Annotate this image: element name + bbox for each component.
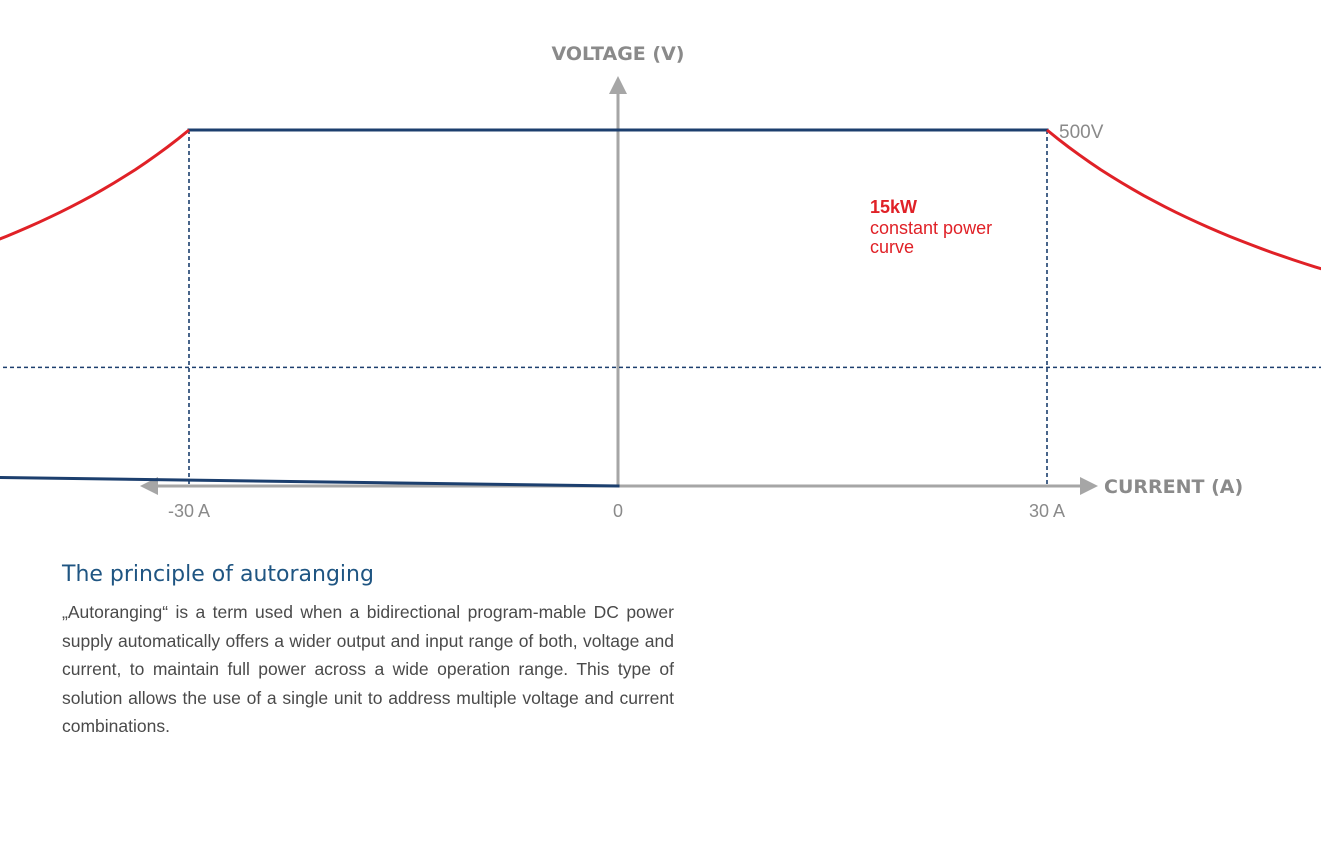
- power-label-title: 15kW: [870, 197, 917, 217]
- section-title: The principle of autoranging: [62, 562, 374, 587]
- y-axis-label: VOLTAGE (V): [552, 43, 685, 65]
- power-label-line: constant power: [870, 218, 992, 238]
- power-curve-left: [0, 128, 190, 241]
- x-tick-label: 30 A: [1029, 501, 1065, 521]
- y-marker-500v: 500V: [1059, 122, 1104, 143]
- power-curve-right: [1046, 128, 1321, 271]
- x-axis-arrow-left: [140, 477, 158, 495]
- x-tick-label: 0: [613, 501, 623, 521]
- envelope-bottom: [0, 475, 620, 488]
- x-tick-label: -30 A: [168, 501, 210, 521]
- power-label-line: curve: [870, 237, 914, 257]
- section-body: „Autoranging“ is a term used when a bidi…: [62, 602, 674, 736]
- y-axis-arrow: [609, 76, 627, 94]
- x-axis-arrow-right: [1080, 477, 1098, 495]
- x-axis-label: CURRENT (A): [1104, 476, 1243, 498]
